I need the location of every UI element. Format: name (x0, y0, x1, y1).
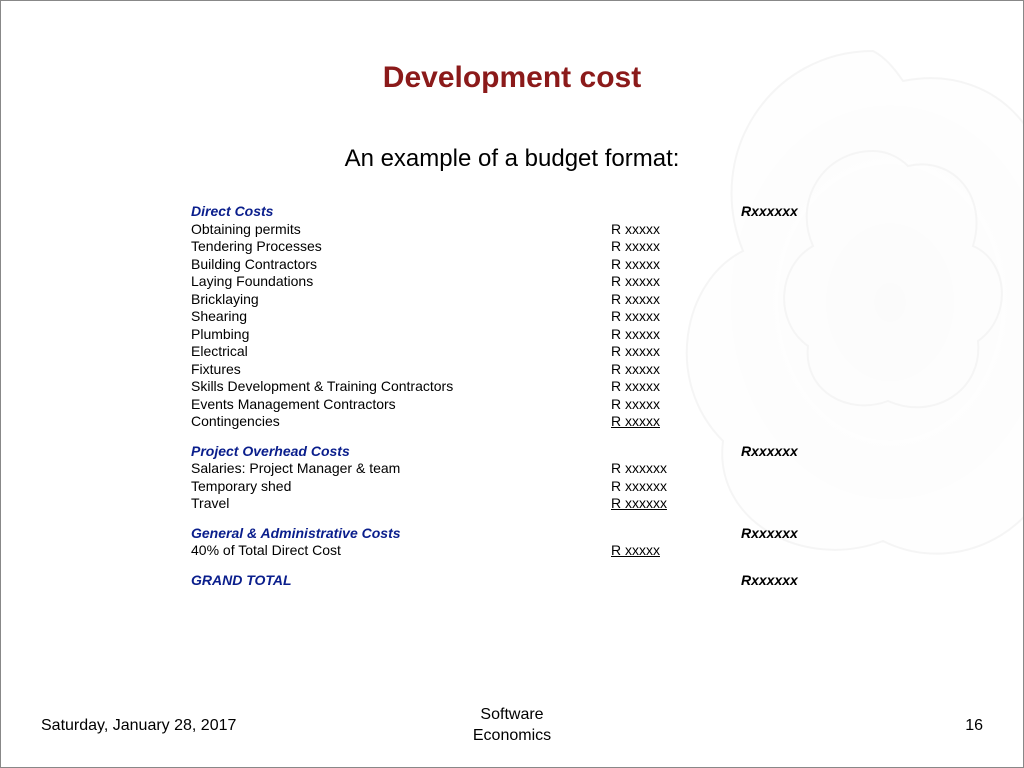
section-total: Rxxxxxx (741, 443, 891, 461)
item-value: R xxxxx (611, 238, 741, 256)
item-label: Shearing (191, 308, 611, 326)
item-label: Contingencies (191, 413, 611, 431)
item-label: Tendering Processes (191, 238, 611, 256)
item-value: R xxxxx (611, 413, 741, 431)
item-value: R xxxxx (611, 396, 741, 414)
budget-row: Events Management ContractorsR xxxxx (191, 396, 911, 414)
grand-total-row: GRAND TOTAL Rxxxxxx (191, 572, 911, 590)
item-value: R xxxxx (611, 256, 741, 274)
section-header: General & Administrative Costs Rxxxxxx (191, 525, 911, 543)
section-total: Rxxxxxx (741, 203, 891, 221)
item-label: Salaries: Project Manager & team (191, 460, 611, 478)
footer-date: Saturday, January 28, 2017 (41, 717, 355, 735)
budget-row: Salaries: Project Manager & teamR xxxxxx (191, 460, 911, 478)
budget-row: Tendering ProcessesR xxxxx (191, 238, 911, 256)
budget-row: 40% of Total Direct CostR xxxxx (191, 542, 911, 560)
item-value: R xxxxx (611, 291, 741, 309)
budget-table: Direct CostsRxxxxxxObtaining permitsR xx… (191, 203, 911, 589)
slide-subtitle: An example of a budget format: (41, 145, 983, 173)
budget-row: ShearingR xxxxx (191, 308, 911, 326)
section-title: General & Administrative Costs (191, 525, 611, 543)
budget-row: FixturesR xxxxx (191, 361, 911, 379)
item-value: R xxxxxx (611, 478, 741, 496)
item-value: R xxxxxx (611, 460, 741, 478)
section-header: Direct Costs Rxxxxxx (191, 203, 911, 221)
budget-row: ElectricalR xxxxx (191, 343, 911, 361)
item-label: Bricklaying (191, 291, 611, 309)
section-title: Direct Costs (191, 203, 611, 221)
budget-row: ContingenciesR xxxxx (191, 413, 911, 431)
item-label: Plumbing (191, 326, 611, 344)
budget-row: Laying FoundationsR xxxxx (191, 273, 911, 291)
slide-footer: Saturday, January 28, 2017 Software Econ… (1, 705, 1023, 747)
slide-content: Development cost An example of a budget … (1, 1, 1023, 589)
item-label: Events Management Contractors (191, 396, 611, 414)
item-value: R xxxxx (611, 542, 741, 560)
item-value: R xxxxxx (611, 495, 741, 513)
item-value: R xxxxx (611, 343, 741, 361)
item-label: Fixtures (191, 361, 611, 379)
item-label: Electrical (191, 343, 611, 361)
item-label: Temporary shed (191, 478, 611, 496)
footer-subject: Software Economics (355, 705, 669, 747)
grand-total-label: GRAND TOTAL (191, 572, 611, 590)
section-title: Project Overhead Costs (191, 443, 611, 461)
item-label: 40% of Total Direct Cost (191, 542, 611, 560)
item-label: Obtaining permits (191, 221, 611, 239)
section-total: Rxxxxxx (741, 525, 891, 543)
budget-row: Skills Development & Training Contractor… (191, 378, 911, 396)
grand-total-value: Rxxxxxx (741, 572, 891, 590)
item-value: R xxxxx (611, 221, 741, 239)
slide-title: Development cost (41, 61, 983, 95)
item-label: Skills Development & Training Contractor… (191, 378, 611, 396)
budget-row: Temporary shedR xxxxxx (191, 478, 911, 496)
item-label: Travel (191, 495, 611, 513)
item-label: Laying Foundations (191, 273, 611, 291)
budget-row: TravelR xxxxxx (191, 495, 911, 513)
item-value: R xxxxx (611, 361, 741, 379)
section-header: Project Overhead Costs Rxxxxxx (191, 443, 911, 461)
item-value: R xxxxx (611, 378, 741, 396)
budget-row: Building ContractorsR xxxxx (191, 256, 911, 274)
item-value: R xxxxx (611, 326, 741, 344)
footer-page-number: 16 (669, 717, 983, 735)
budget-row: Obtaining permitsR xxxxx (191, 221, 911, 239)
budget-row: PlumbingR xxxxx (191, 326, 911, 344)
item-value: R xxxxx (611, 273, 741, 291)
budget-row: BricklayingR xxxxx (191, 291, 911, 309)
item-label: Building Contractors (191, 256, 611, 274)
item-value: R xxxxx (611, 308, 741, 326)
